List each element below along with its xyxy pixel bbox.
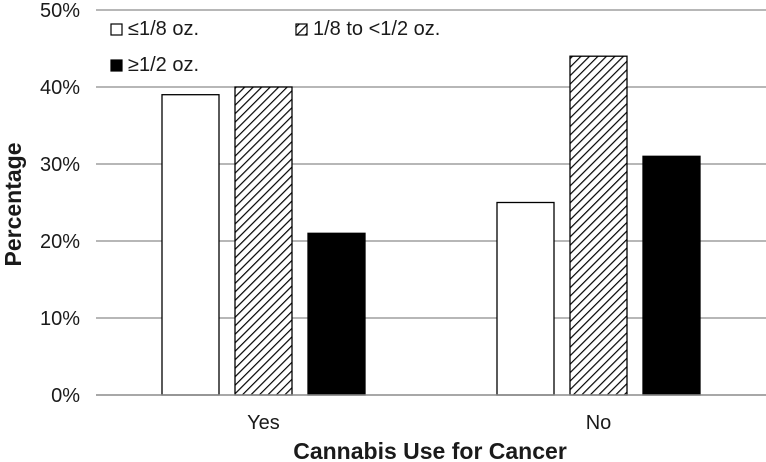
bar [642,155,701,396]
legend-swatch [110,23,123,36]
x-tick-label: No [586,412,612,434]
bar [307,232,366,396]
y-tick-label: 10% [40,308,80,330]
y-tick-label: 30% [40,154,80,176]
legend: ≤1/8 oz. 1/8 to <1/2 oz. ≥1/2 oz. [110,18,440,76]
labels: 0% 10% 20% 30% 40% 50% Yes No Cannabis Use for C… [0,0,611,462]
legend-label: ≤1/8 oz. [128,18,199,40]
bars [161,55,701,396]
y-tick-label: 20% [40,231,80,253]
y-tick-label: 40% [40,77,80,99]
y-axis-title: Percentage [0,142,26,266]
legend-label: 1/8 to <1/2 oz. [313,18,440,40]
bar [161,94,220,396]
x-axis-title: Cannabis Use for Cancer [293,438,567,462]
x-tick-label: Yes [247,412,280,434]
legend-swatch [295,23,308,36]
legend-label: ≥1/2 oz. [128,54,199,76]
bar [496,201,555,396]
y-tick-label: 50% [40,0,80,22]
legend-swatch [110,59,123,72]
bar [569,55,628,396]
bar [234,86,293,396]
y-tick-label: 0% [51,385,80,407]
